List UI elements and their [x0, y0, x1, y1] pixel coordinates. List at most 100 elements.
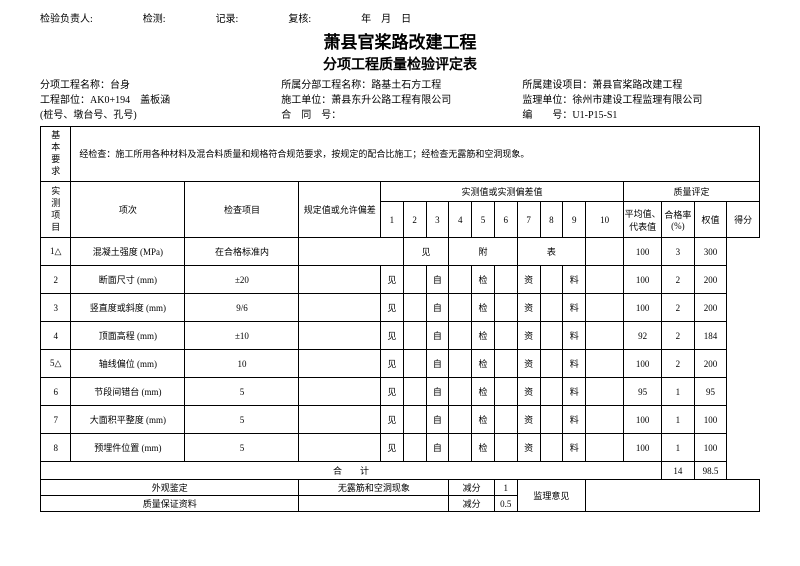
cell	[403, 266, 426, 294]
th-m7: 7	[517, 202, 540, 238]
cell: 100	[694, 406, 727, 434]
th-item: 检查项目	[185, 182, 299, 238]
supervision-val	[586, 480, 760, 512]
th-m8: 8	[540, 202, 563, 238]
cell: 100	[624, 294, 662, 322]
cell: 混凝土强度 (MPa)	[71, 238, 185, 266]
th-m1: 1	[380, 202, 403, 238]
appearance-label: 外观鉴定	[41, 480, 299, 496]
sum-weight: 14	[662, 462, 695, 480]
cell: 轴线偏位 (mm)	[71, 350, 185, 378]
cell	[586, 434, 624, 462]
cell: 检	[472, 350, 495, 378]
cell	[494, 406, 517, 434]
basic-req-text: 经检查：施工所用各种材料及混合料质量和规格符合规范要求，按规定的配合比施工；经检…	[71, 127, 760, 182]
cell: 检	[472, 406, 495, 434]
cell	[494, 350, 517, 378]
cell: 顶面高程 (mm)	[71, 322, 185, 350]
sum-score: 98.5	[694, 462, 727, 480]
cell: 1△	[41, 238, 71, 266]
cell: 料	[563, 406, 586, 434]
cell: 料	[563, 322, 586, 350]
cell: 检	[472, 378, 495, 406]
cell: 资	[517, 378, 540, 406]
cell: 自	[426, 406, 449, 434]
cell: 自	[426, 266, 449, 294]
th-m6: 6	[494, 202, 517, 238]
cell: 200	[694, 294, 727, 322]
cell: 9/6	[185, 294, 299, 322]
cell	[299, 322, 380, 350]
cell	[299, 238, 403, 266]
cell: 资	[517, 294, 540, 322]
th-measured: 实测值或实测偏差值	[380, 182, 623, 202]
cell: 100	[624, 238, 662, 266]
quality-data-val	[299, 496, 449, 512]
cell: 92	[624, 322, 662, 350]
cell	[449, 406, 472, 434]
cell	[403, 350, 426, 378]
cell: 检	[472, 434, 495, 462]
cell: 见	[380, 378, 403, 406]
cell: 300	[694, 238, 727, 266]
cell: 200	[694, 266, 727, 294]
cell: ±10	[185, 322, 299, 350]
cell	[299, 434, 380, 462]
cell: 3	[662, 238, 695, 266]
cell: 预埋件位置 (mm)	[71, 434, 185, 462]
th-avg: 平均值、代表值	[624, 202, 662, 238]
cell: 资	[517, 322, 540, 350]
cell: 8	[41, 434, 71, 462]
cell	[403, 294, 426, 322]
cell	[449, 350, 472, 378]
cell	[540, 266, 563, 294]
cell: 资	[517, 266, 540, 294]
cell: 大面积平整度 (mm)	[71, 406, 185, 434]
cell	[494, 294, 517, 322]
info-r1: 所属建设项目：萧县官桨路改建工程	[522, 78, 760, 93]
cell	[586, 294, 624, 322]
cell: 附	[449, 238, 517, 266]
cell	[540, 350, 563, 378]
cell: 3	[41, 294, 71, 322]
cell: 184	[694, 322, 727, 350]
cell: 资	[517, 434, 540, 462]
cell: 200	[694, 350, 727, 378]
record-label: 记录:	[216, 10, 239, 25]
cell	[494, 266, 517, 294]
title: 萧县官桨路改建工程	[40, 28, 760, 53]
cell	[403, 378, 426, 406]
cell: 100	[624, 266, 662, 294]
cell: 在合格标准内	[185, 238, 299, 266]
info-r2: 监理单位：徐州市建设工程监理有限公司	[522, 93, 760, 108]
cell	[586, 238, 624, 266]
cell: 见	[403, 238, 449, 266]
sum-label: 合 计	[41, 462, 662, 480]
th-m3: 3	[426, 202, 449, 238]
cell	[403, 322, 426, 350]
cell	[586, 378, 624, 406]
info-m1: 所属分部工程名称：路基土石方工程	[281, 78, 519, 93]
info-r3: 编 号：U1-P15-S1	[522, 108, 760, 123]
cell: 资	[517, 350, 540, 378]
cell	[403, 434, 426, 462]
cell: 7	[41, 406, 71, 434]
cell: 见	[380, 294, 403, 322]
cell: 1	[662, 406, 695, 434]
th-quality: 质量评定	[624, 182, 760, 202]
cell: 100	[624, 434, 662, 462]
cell: 2	[662, 266, 695, 294]
cell: 检	[472, 266, 495, 294]
cell	[449, 378, 472, 406]
cell: 100	[624, 406, 662, 434]
cell: 6	[41, 378, 71, 406]
cell: 100	[624, 350, 662, 378]
review-label: 复核:	[288, 10, 311, 25]
deduct-v1: 1	[494, 480, 517, 496]
cell	[299, 266, 380, 294]
cell	[494, 322, 517, 350]
cell: 100	[694, 434, 727, 462]
cell: 见	[380, 350, 403, 378]
deduct-2: 减分	[449, 496, 495, 512]
info-l2: 工程部位：AK0+194 盖板涵	[40, 93, 278, 108]
